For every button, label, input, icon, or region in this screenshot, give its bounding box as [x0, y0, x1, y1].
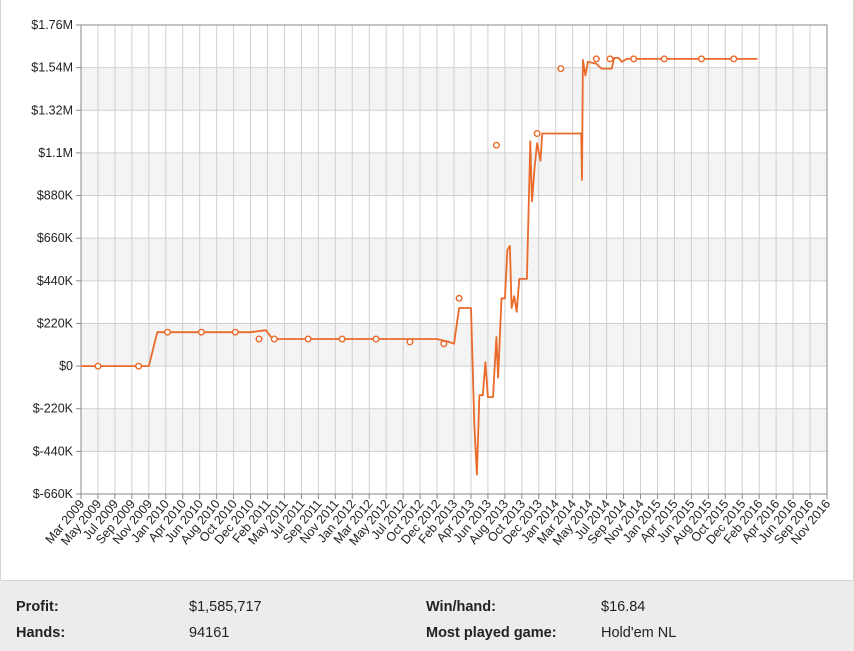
y-tick-label: $1.1M	[38, 146, 73, 160]
series-marker	[135, 362, 143, 370]
series-marker	[592, 55, 600, 63]
most-played-game-label: Most played game:	[426, 625, 557, 641]
y-tick-label: $660K	[37, 231, 74, 245]
series-marker	[304, 335, 312, 343]
y-tick-label: $880K	[37, 189, 74, 203]
hands-label: Hands:	[16, 625, 66, 641]
y-tick-label: $440K	[37, 274, 74, 288]
chart-panel: $1.76M $1.54M $1.32M $1.1M $880K $660K $440K $2…	[0, 0, 854, 581]
series-marker	[338, 335, 346, 343]
series-marker	[533, 129, 541, 137]
profit-label: Profit:	[16, 599, 59, 615]
stats-panel: Profit: $1,585,717 Hands: 94161 Win/hand…	[0, 581, 854, 651]
profit-series-line	[81, 57, 758, 476]
y-tick-label: $-660K	[33, 487, 74, 501]
series-marker	[94, 362, 102, 370]
series-marker	[557, 65, 565, 73]
series-marker	[730, 55, 738, 63]
y-tick-label: $-220K	[33, 402, 74, 416]
y-tick-label: $1.54M	[31, 61, 73, 75]
series-marker	[455, 294, 463, 302]
series-marker	[270, 335, 278, 343]
series-marker	[492, 141, 500, 149]
series-marker	[372, 335, 380, 343]
y-tick-label: $220K	[37, 316, 74, 330]
series-marker	[606, 55, 614, 63]
y-tick-label: $-440K	[33, 444, 74, 458]
series-marker	[197, 328, 205, 336]
win-per-hand-label: Win/hand:	[426, 599, 496, 615]
series-marker	[440, 340, 448, 348]
profit-chart: $1.76M $1.54M $1.32M $1.1M $880K $660K $440K $2…	[31, 18, 833, 548]
win-per-hand-value: $16.84	[601, 599, 646, 615]
most-played-game-value: Hold'em NL	[601, 625, 677, 641]
series-marker	[255, 335, 263, 343]
series-marker	[630, 55, 638, 63]
series-marker	[698, 55, 706, 63]
y-tick-label: $0	[59, 359, 73, 373]
series-marker	[231, 328, 239, 336]
profit-value: $1,585,717	[189, 599, 262, 615]
hands-value: 94161	[189, 625, 230, 641]
y-tick-label: $1.32M	[31, 103, 73, 117]
series-marker	[660, 55, 668, 63]
series-marker	[406, 338, 414, 346]
series-marker	[163, 328, 171, 336]
y-tick-label: $1.76M	[31, 18, 73, 32]
